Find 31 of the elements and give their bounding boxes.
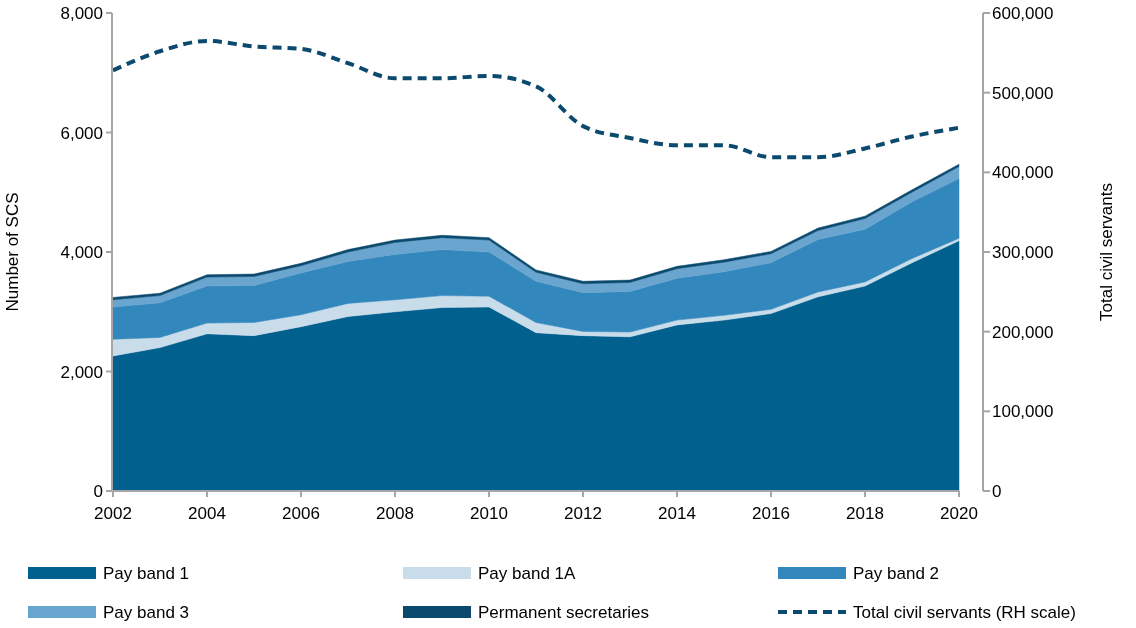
y-tick-label: 0 (93, 482, 103, 501)
y-tick-label: 6,000 (60, 123, 103, 143)
legend-label: Pay band 3 (103, 603, 190, 622)
legend-label: Permanent secretaries (478, 603, 650, 622)
x-tick-label: 2010 (470, 504, 508, 523)
legend-label: Pay band 1A (478, 564, 577, 583)
x-tick-label: 2006 (282, 504, 320, 523)
y2-tick-label: 600,000 (992, 4, 1054, 23)
y2-tick-label: 100,000 (992, 402, 1054, 422)
y2-tick-label: 200,000 (992, 322, 1054, 342)
y2-tick-label: 500,000 (992, 83, 1054, 103)
x-tick-label: 2020 (940, 504, 978, 523)
y-tick-label: 8,000 (60, 4, 103, 23)
x-tick-label: 2012 (564, 504, 602, 523)
y2-tick-label: 300,000 (992, 243, 1054, 262)
x-tick-label: 2014 (658, 504, 696, 523)
y2-axis-title: Total civil servants (1097, 183, 1116, 321)
x-tick-label: 2016 (752, 504, 790, 523)
x-tick-label: 2008 (376, 504, 414, 523)
y2-tick-label: 400,000 (992, 163, 1054, 183)
legend-label: Total civil servants (RH scale) (853, 603, 1076, 622)
x-tick-label: 2018 (846, 504, 884, 523)
line-series (111, 38, 961, 160)
legend-label: Pay band 2 (853, 564, 940, 583)
legend-label: Pay band 1 (103, 564, 190, 583)
y-tick-label: 4,000 (60, 243, 103, 262)
y2-tick-label: 0 (992, 482, 1002, 501)
x-tick-label: 2004 (188, 504, 226, 523)
y-axis-title: Number of SCS (3, 192, 22, 312)
x-tick-label: 2002 (94, 504, 132, 523)
y-tick-label: 2,000 (60, 362, 103, 382)
